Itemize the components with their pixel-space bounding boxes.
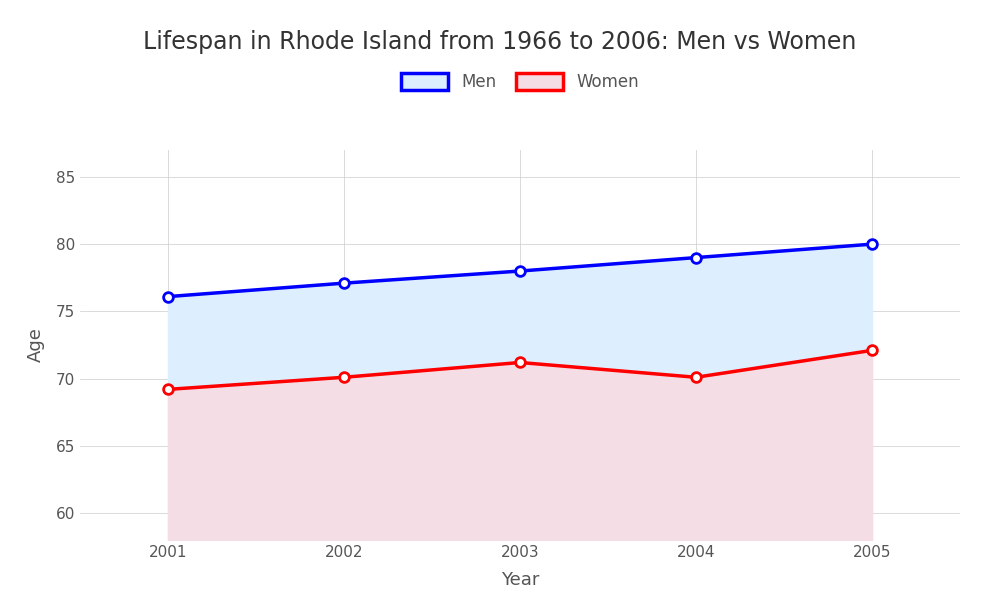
Y-axis label: Age: Age (27, 328, 45, 362)
Legend: Men, Women: Men, Women (401, 73, 639, 91)
X-axis label: Year: Year (501, 571, 539, 589)
Text: Lifespan in Rhode Island from 1966 to 2006: Men vs Women: Lifespan in Rhode Island from 1966 to 20… (143, 30, 857, 54)
